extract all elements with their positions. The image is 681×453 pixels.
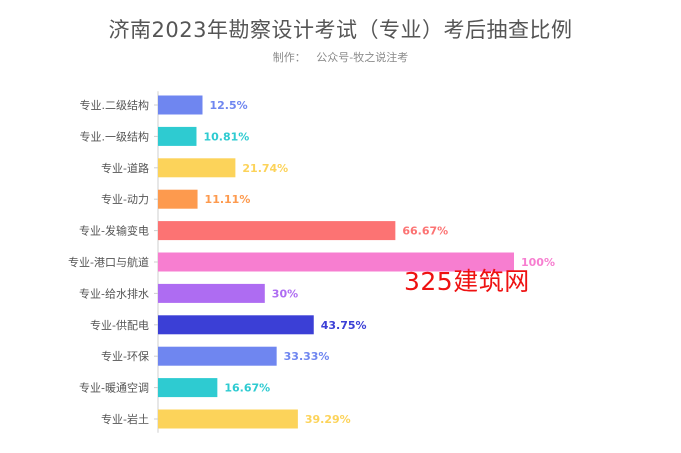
category-label: 专业-发输变电 (79, 224, 149, 238)
subtitle-value: 公众号-牧之说注考 (316, 51, 409, 64)
category-label: 专业.二级结构 (80, 98, 150, 112)
bar (158, 189, 198, 209)
data-label: 12.5% (210, 99, 248, 112)
bar (158, 158, 236, 178)
data-label: 100% (521, 256, 555, 269)
watermark-text: 325建筑网 (404, 267, 530, 296)
bar (158, 409, 298, 429)
bar (158, 283, 265, 303)
category-label: 专业-动力 (101, 192, 149, 206)
category-label: 专业-暖通空调 (79, 381, 149, 395)
category-label: 专业.一级结构 (80, 129, 150, 143)
subtitle-label: 制作： (272, 51, 306, 64)
bar (158, 221, 396, 241)
chart-subtitle: 制作： 公众号-牧之说注考 (0, 49, 681, 65)
data-label: 10.81% (203, 130, 249, 143)
category-label: 专业-给水排水 (79, 286, 149, 300)
category-label: 专业-道路 (101, 161, 149, 175)
chart-title: 济南2023年勘察设计考试（专业）考后抽查比例 (108, 18, 573, 42)
data-label: 33.33% (284, 350, 330, 363)
data-label: 39.29% (305, 413, 351, 426)
data-label: 11.11% (205, 193, 251, 206)
category-label: 专业-环保 (101, 349, 149, 363)
bar (158, 378, 218, 398)
category-label: 专业-供配电 (90, 318, 149, 332)
category-label: 专业-港口与航道 (68, 255, 149, 269)
data-label: 30% (272, 287, 298, 300)
data-label: 21.74% (242, 162, 288, 175)
bar (158, 252, 514, 272)
category-label: 专业-岩土 (101, 412, 149, 426)
data-label: 43.75% (321, 319, 367, 332)
bar (158, 346, 277, 366)
data-label: 16.67% (224, 382, 270, 395)
bar (158, 95, 203, 115)
bar (158, 126, 197, 146)
data-label: 66.67% (402, 225, 448, 238)
bar (158, 315, 314, 335)
